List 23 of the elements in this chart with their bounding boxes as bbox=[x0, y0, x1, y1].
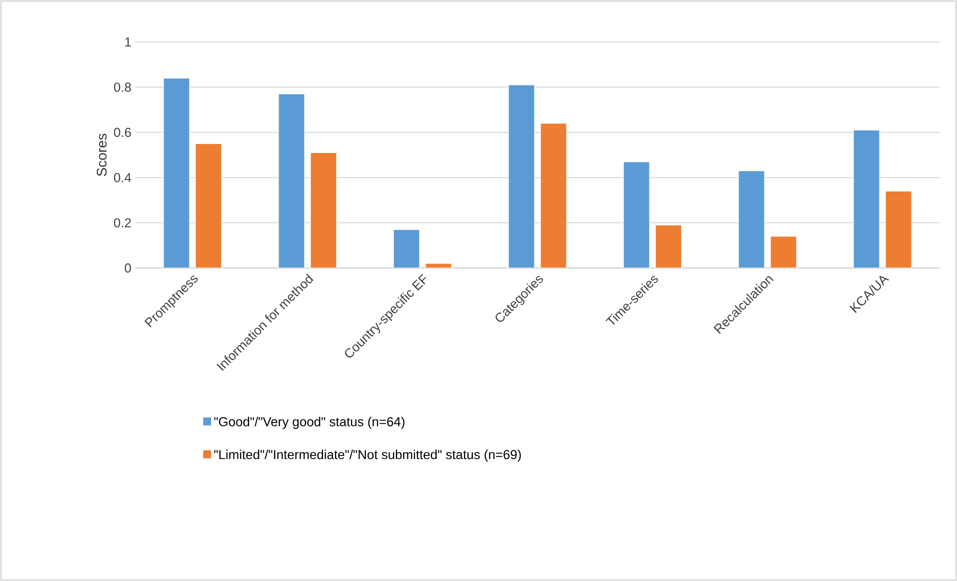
bar bbox=[195, 143, 222, 268]
bar bbox=[738, 170, 765, 268]
bar bbox=[540, 123, 567, 268]
y-axis-title: Scores bbox=[96, 134, 107, 176]
y-tick-label: 0 bbox=[124, 263, 131, 273]
bar bbox=[310, 152, 337, 268]
bar bbox=[278, 94, 305, 268]
bar bbox=[508, 84, 535, 268]
y-tick-label: 0.8 bbox=[114, 82, 131, 92]
bar bbox=[163, 78, 190, 268]
bar bbox=[393, 229, 420, 268]
legend-label: "Limited"/"Intermediate"/"Not submitted" status (n=69) bbox=[214, 450, 521, 462]
bar bbox=[885, 190, 912, 268]
bar bbox=[770, 236, 797, 268]
y-tick-label: 0.4 bbox=[114, 173, 132, 182]
y-tick-label: 1 bbox=[125, 38, 131, 46]
legend-label: "Good"/"Very good" status (n=64) bbox=[214, 416, 404, 429]
bar bbox=[425, 263, 452, 268]
bar bbox=[655, 224, 682, 268]
y-tick-label: 0.2 bbox=[114, 218, 131, 228]
bar bbox=[853, 130, 880, 268]
bar bbox=[623, 161, 650, 268]
y-tick-label: 0.6 bbox=[114, 128, 131, 137]
